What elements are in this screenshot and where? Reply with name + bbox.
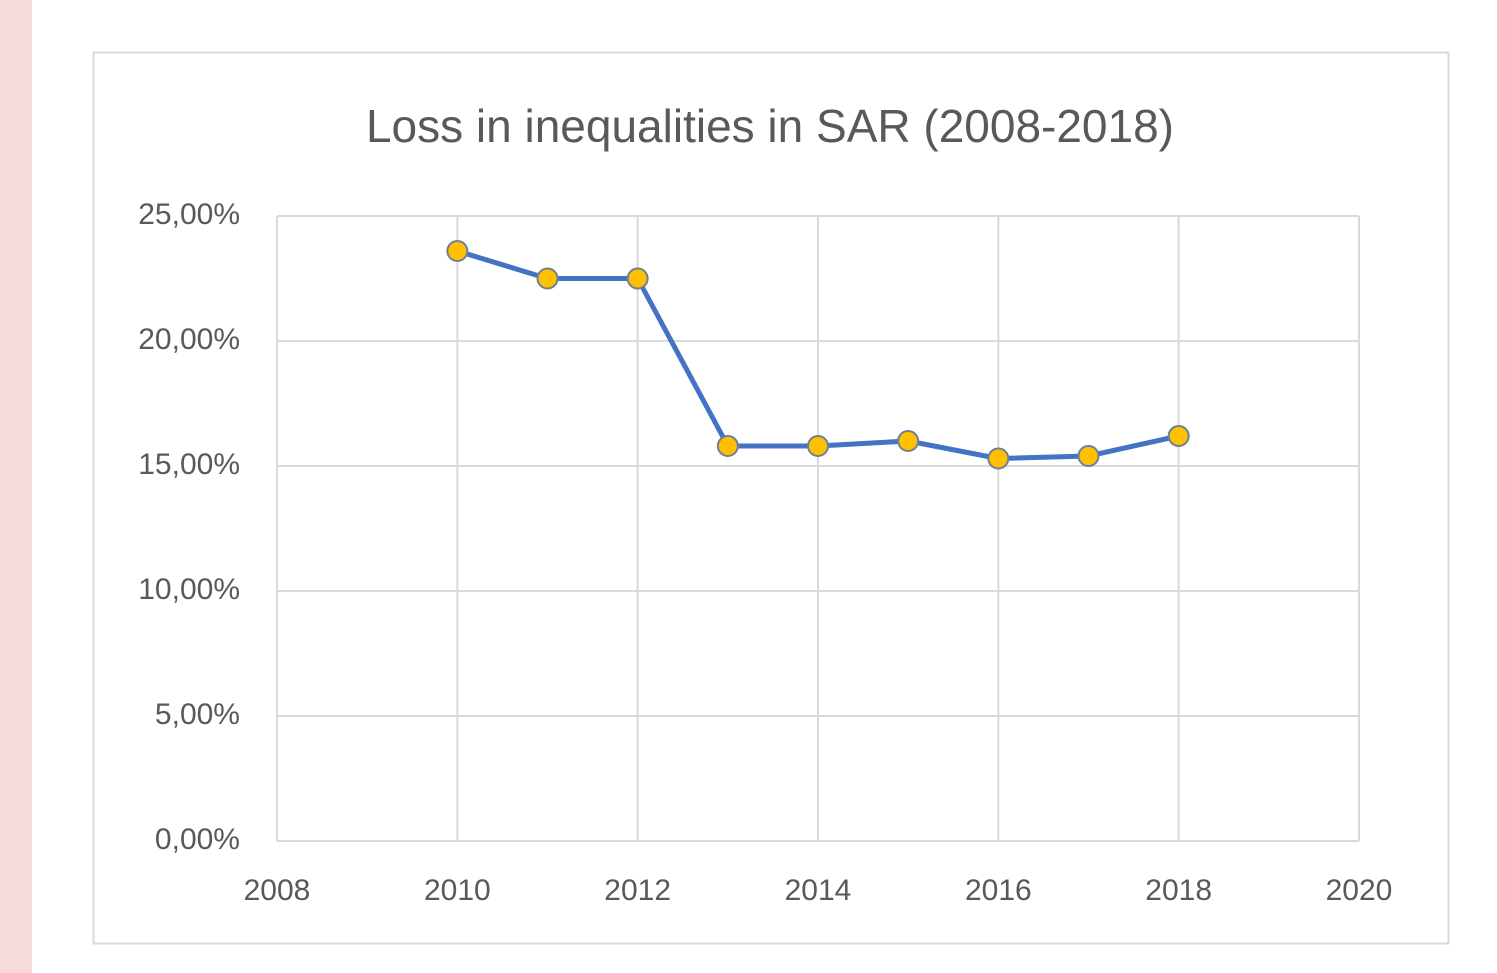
y-tick-label: 20,00% — [138, 323, 240, 356]
x-tick-label: 2008 — [244, 874, 311, 907]
data-point — [987, 447, 1010, 470]
data-point — [716, 435, 739, 457]
data-point — [1167, 425, 1190, 447]
data-point — [897, 430, 920, 452]
x-tick-label: 2018 — [1145, 874, 1212, 907]
marks — [446, 240, 1190, 470]
chart-title: Loss in inequalities in SAR (2008-2018) — [366, 100, 1174, 152]
x-tick-label: 2010 — [424, 874, 491, 907]
y-tick-label: 5,00% — [155, 698, 240, 731]
y-tick-label: 10,00% — [138, 573, 240, 606]
data-point — [807, 435, 829, 457]
data-point — [536, 267, 559, 290]
side-strip — [0, 0, 32, 973]
data-point — [626, 267, 649, 290]
data-point — [1077, 445, 1100, 467]
x-tick-label: 2012 — [604, 874, 671, 907]
y-tick-label: 15,00% — [138, 448, 240, 481]
grid — [276, 215, 1360, 842]
data-point — [446, 240, 469, 262]
y-tick-label: 25,00% — [138, 198, 240, 231]
x-tick-label: 2020 — [1326, 874, 1393, 907]
chart-frame — [92, 51, 1450, 945]
x-tick-label: 2016 — [965, 874, 1032, 907]
x-tick-label: 2014 — [785, 874, 852, 907]
y-tick-label: 0,00% — [155, 823, 240, 856]
